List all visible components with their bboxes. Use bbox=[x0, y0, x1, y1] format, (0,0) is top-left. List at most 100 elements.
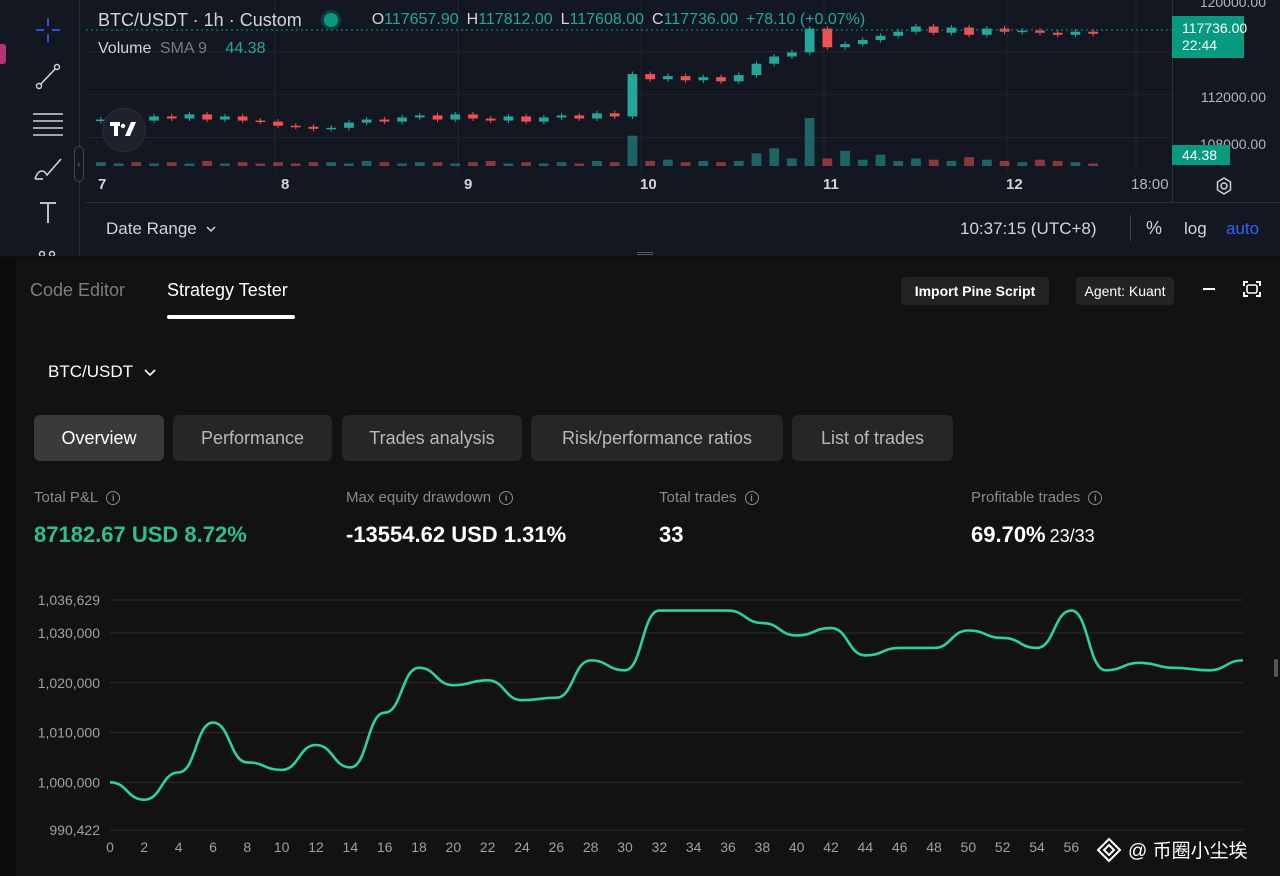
open-value: 117657.90 bbox=[384, 11, 459, 28]
volume-bar bbox=[645, 160, 656, 166]
volume-bar bbox=[326, 162, 337, 166]
subtab-overview[interactable]: Overview bbox=[34, 415, 164, 461]
candle-body bbox=[787, 52, 797, 57]
volume-bar bbox=[220, 163, 230, 166]
scrollbar-thumb[interactable] bbox=[1274, 659, 1278, 677]
candle-body bbox=[1070, 31, 1081, 35]
import-pine-script-button[interactable]: Import Pine Script bbox=[901, 277, 1049, 305]
volume-bar bbox=[733, 160, 744, 166]
equity-y-tick: 1,020,000 bbox=[38, 675, 100, 691]
candle-body bbox=[911, 26, 921, 32]
percent-scale-toggle[interactable]: % bbox=[1146, 218, 1163, 238]
candle-body bbox=[574, 115, 585, 119]
brush-tool-icon[interactable] bbox=[28, 148, 68, 188]
clock-readout[interactable]: 10:37:15 (UTC+8) bbox=[960, 219, 1097, 238]
symbol-title[interactable]: BTC/USDT · 1h · Custom bbox=[98, 9, 302, 30]
candle-body bbox=[893, 31, 904, 36]
time-axis[interactable]: 7 8 9 10 11 12 18:00 bbox=[86, 172, 1172, 202]
time-tick: 18:00 bbox=[1131, 176, 1169, 193]
subtab-trades-analysis[interactable]: Trades analysis bbox=[342, 415, 522, 461]
equity-x-tick: 26 bbox=[549, 839, 565, 855]
volume-bar bbox=[716, 162, 726, 166]
volume-bar bbox=[1070, 162, 1081, 166]
volume-bar bbox=[751, 153, 762, 166]
candle-body bbox=[875, 35, 886, 40]
candle-body bbox=[999, 28, 1010, 32]
subtab-performance[interactable]: Performance bbox=[173, 415, 332, 461]
volume-bar bbox=[397, 163, 407, 166]
candle-body bbox=[751, 63, 762, 76]
scale-settings-gear-icon[interactable] bbox=[1212, 174, 1236, 198]
candle-body bbox=[379, 119, 390, 122]
tab-strategy-tester[interactable]: Strategy Tester bbox=[167, 280, 288, 300]
date-range-button[interactable]: Date Range bbox=[106, 219, 217, 239]
volume-bar bbox=[237, 162, 248, 166]
minimize-icon[interactable] bbox=[1198, 278, 1220, 300]
candle-body bbox=[538, 117, 549, 122]
volume-bar bbox=[273, 162, 283, 166]
low-key: L bbox=[560, 11, 570, 28]
time-tick: 8 bbox=[281, 176, 290, 193]
candle-body bbox=[663, 76, 673, 80]
candle-body bbox=[804, 28, 815, 53]
market-status-icon bbox=[323, 13, 338, 27]
change-value: +78.10 (+0.07%) bbox=[746, 11, 866, 28]
candle-body bbox=[680, 76, 691, 81]
candle-body bbox=[95, 119, 106, 122]
volume-bar bbox=[414, 162, 425, 166]
time-tick: 9 bbox=[464, 176, 473, 193]
equity-x-tick: 40 bbox=[789, 839, 805, 855]
volume-bar bbox=[308, 162, 319, 166]
crosshair-tool-icon[interactable] bbox=[28, 10, 68, 50]
left-edge-strip bbox=[0, 258, 16, 876]
equity-x-tick: 38 bbox=[755, 839, 771, 855]
log-scale-toggle[interactable]: log bbox=[1184, 219, 1207, 238]
candle-body bbox=[733, 75, 744, 82]
equity-x-tick: 36 bbox=[720, 839, 736, 855]
metric-value: 33 bbox=[659, 522, 684, 547]
candle-body bbox=[822, 28, 833, 48]
volume-bar bbox=[999, 160, 1010, 166]
subtab-risk-performance-ratios[interactable]: Risk/performance ratios bbox=[531, 415, 783, 461]
metric-value: 69.70% bbox=[971, 522, 1046, 547]
equity-y-tick: 1,010,000 bbox=[38, 725, 100, 741]
range-bar: Date Range 10:37:15 (UTC+8) % log auto bbox=[86, 202, 1280, 256]
maximize-icon[interactable] bbox=[1241, 278, 1263, 300]
tab-code-editor[interactable]: Code Editor bbox=[30, 280, 126, 300]
subtab-list-of-trades[interactable]: List of trades bbox=[792, 415, 953, 461]
agent-select-button[interactable]: Agent: Kuant bbox=[1076, 277, 1174, 305]
info-icon[interactable]: i bbox=[499, 490, 514, 505]
equity-x-tick: 16 bbox=[377, 839, 393, 855]
volume-bar bbox=[202, 160, 213, 166]
trend-line-tool-icon[interactable] bbox=[28, 56, 68, 96]
volume-bar bbox=[1035, 159, 1045, 166]
volume-value: 44.38 bbox=[225, 40, 266, 57]
pattern-tool-icon[interactable] bbox=[28, 236, 68, 256]
info-icon[interactable]: i bbox=[744, 490, 759, 505]
low-value: 117608.00 bbox=[569, 11, 644, 28]
volume-bar bbox=[379, 162, 390, 166]
candle-body bbox=[627, 74, 638, 117]
time-tick: 7 bbox=[98, 176, 107, 193]
volume-bar bbox=[166, 162, 177, 166]
volume-bar bbox=[344, 163, 354, 166]
auto-scale-toggle[interactable]: auto bbox=[1226, 219, 1260, 238]
equity-y-axis: 1,036,629 1,030,000 1,020,000 1,010,000 1,00… bbox=[38, 592, 101, 838]
volume-legend: Volume SMA 9 44.38 bbox=[98, 40, 265, 58]
candlestick-plot[interactable] bbox=[86, 0, 1172, 172]
candle-body bbox=[645, 74, 656, 80]
equity-curve-chart[interactable]: 1,036,629 1,030,000 1,020,000 1,010,000 1,00… bbox=[0, 580, 1280, 876]
volume-bar bbox=[468, 162, 478, 166]
fib-retracement-tool-icon[interactable] bbox=[28, 102, 68, 142]
info-icon[interactable]: i bbox=[106, 490, 121, 505]
text-tool-icon[interactable] bbox=[28, 192, 68, 232]
symbol-dropdown[interactable]: BTC/USDT bbox=[48, 362, 157, 382]
info-icon[interactable]: i bbox=[1088, 490, 1103, 505]
tradingview-logo-icon[interactable] bbox=[102, 108, 146, 152]
volume-label[interactable]: Volume bbox=[98, 40, 152, 57]
panel-resize-handle[interactable] bbox=[637, 252, 653, 255]
volume-bar bbox=[290, 163, 301, 166]
volume-bar bbox=[113, 163, 124, 166]
volume-bar bbox=[574, 163, 585, 166]
toolbar-collapse-handle[interactable]: ‹ bbox=[74, 146, 84, 182]
